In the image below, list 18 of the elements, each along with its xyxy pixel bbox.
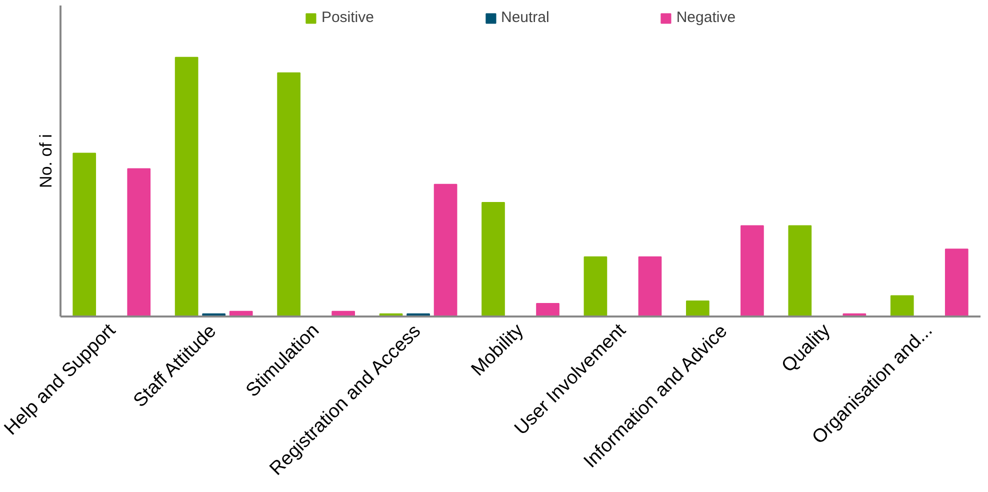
bar <box>127 168 151 316</box>
bar <box>686 300 710 316</box>
legend-label: Neutral <box>500 9 550 26</box>
bar <box>788 225 812 316</box>
bar <box>740 225 764 316</box>
bar <box>536 303 560 316</box>
bar <box>434 184 458 316</box>
bar <box>174 56 198 316</box>
bar <box>277 72 300 316</box>
bar <box>638 256 662 316</box>
legend-label: Negative <box>676 9 736 26</box>
y-axis-title: No. of i <box>36 134 56 188</box>
bar <box>890 295 914 316</box>
bar <box>72 152 96 316</box>
bar <box>482 202 505 316</box>
bar <box>944 248 968 316</box>
bar <box>584 256 608 316</box>
legend-label: Positive <box>321 9 374 26</box>
